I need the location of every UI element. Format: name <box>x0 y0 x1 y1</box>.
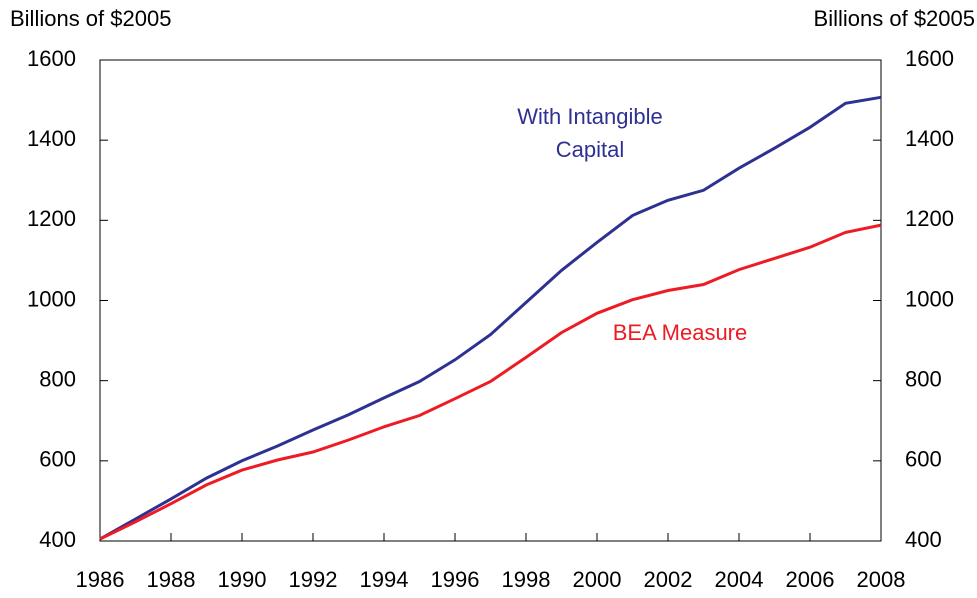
y-tick-label: 1600 <box>27 46 76 71</box>
y2-tick-label: 1000 <box>905 286 954 311</box>
y-tick-label: 1400 <box>27 126 76 151</box>
x-tick-label: 2006 <box>786 567 835 592</box>
y-tick-label: 1000 <box>27 286 76 311</box>
y2-tick-label: 600 <box>905 447 942 472</box>
series-label: With Intangible Capital <box>517 104 663 162</box>
x-tick-label: 1988 <box>147 567 196 592</box>
x-tick-label: 1996 <box>431 567 480 592</box>
x-tick-label: 2008 <box>857 567 906 592</box>
series-line <box>99 95 882 541</box>
y-tick-label: 400 <box>39 527 76 552</box>
y2-tick-label: 800 <box>905 366 942 391</box>
y2-tick-label: 400 <box>905 527 942 552</box>
x-tick-label: 1990 <box>218 567 267 592</box>
x-tick-label: 1994 <box>360 567 409 592</box>
series-label: BEA Measure <box>612 320 748 345</box>
series-line <box>99 223 882 541</box>
x-tick-label: 1986 <box>76 567 125 592</box>
x-tick-label: 1998 <box>502 567 551 592</box>
y-tick-label: 800 <box>39 366 76 391</box>
x-tick-label: 2004 <box>715 567 764 592</box>
y2-axis-label: Billions of $2005 <box>814 6 975 31</box>
x-tick-label: 2000 <box>573 567 622 592</box>
y2-tick-label: 1400 <box>905 126 954 151</box>
y-tick-label: 600 <box>39 447 76 472</box>
y2-tick-label: 1600 <box>905 46 954 71</box>
x-tick-label: 2002 <box>644 567 693 592</box>
y-tick-label: 1200 <box>27 206 76 231</box>
y2-tick-label: 1200 <box>905 206 954 231</box>
y-axis-label: Billions of $2005 <box>10 6 171 31</box>
x-tick-label: 1992 <box>289 567 338 592</box>
